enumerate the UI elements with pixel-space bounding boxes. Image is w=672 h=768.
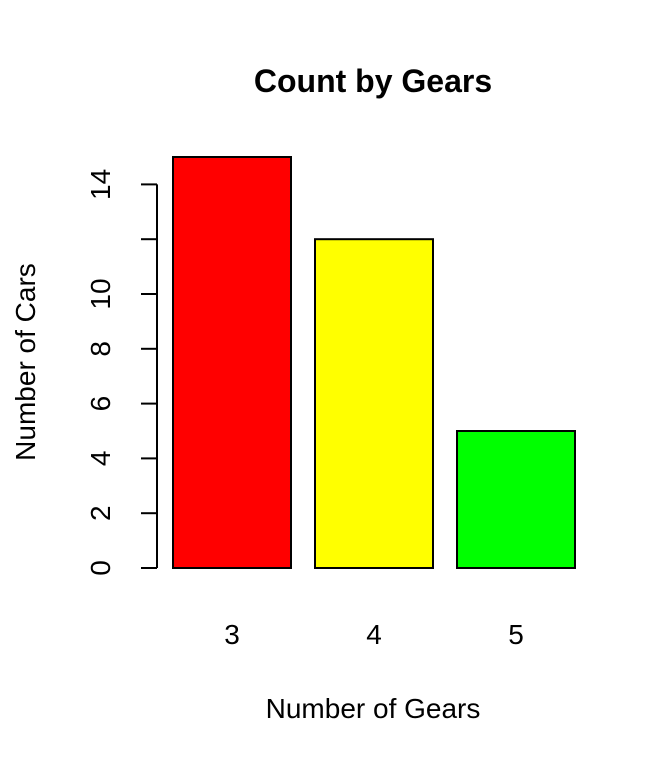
y-axis: 0 2 4 6 8 10 14 [85,169,158,576]
y-tick-label-2: 2 [85,505,116,521]
x-axis-label: Number of Gears [266,693,481,724]
y-tick-label-0: 0 [85,560,116,576]
y-tick-label-14: 14 [85,169,116,200]
y-tick-label-8: 8 [85,341,116,357]
chart-title: Count by Gears [254,63,492,99]
bar-gear-4 [314,238,434,569]
y-axis-label: Number of Cars [10,263,41,461]
x-tick-label-4: 4 [366,619,382,650]
x-axis: 3 4 5 [224,619,524,650]
x-tick-label-5: 5 [508,619,524,650]
x-tick-label-3: 3 [224,619,240,650]
y-tick-label-4: 4 [85,451,116,467]
y-tick-label-10: 10 [85,278,116,309]
bars-layer [172,156,576,569]
bar-gear-3 [172,156,292,569]
bar-gear-5 [456,430,576,569]
y-tick-label-6: 6 [85,396,116,412]
